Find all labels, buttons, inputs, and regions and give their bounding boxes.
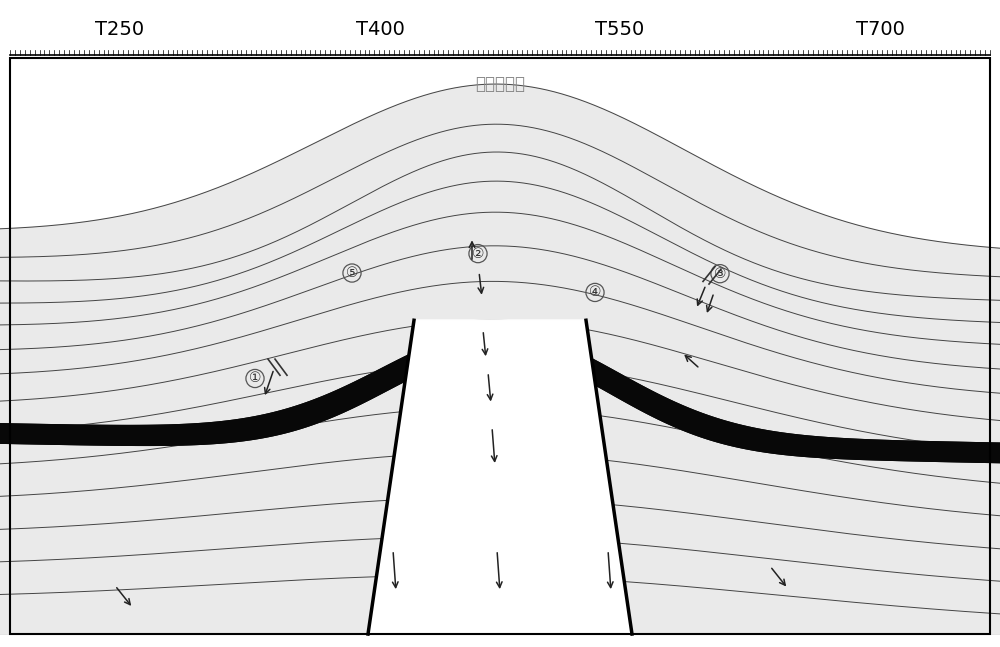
Bar (10, 58, 990, 634)
Text: T250: T250 (95, 19, 145, 39)
Text: 相国寺构造: 相国寺构造 (475, 75, 525, 93)
Text: T700: T700 (856, 19, 904, 39)
Polygon shape (368, 320, 632, 634)
Text: ③: ③ (714, 267, 726, 281)
Text: ②: ② (472, 247, 484, 261)
Text: ④: ④ (589, 285, 601, 300)
Text: ⑤: ⑤ (346, 266, 358, 280)
Text: T550: T550 (595, 19, 645, 39)
Text: ①: ① (249, 371, 261, 386)
Text: T400: T400 (356, 19, 404, 39)
Polygon shape (368, 320, 632, 634)
